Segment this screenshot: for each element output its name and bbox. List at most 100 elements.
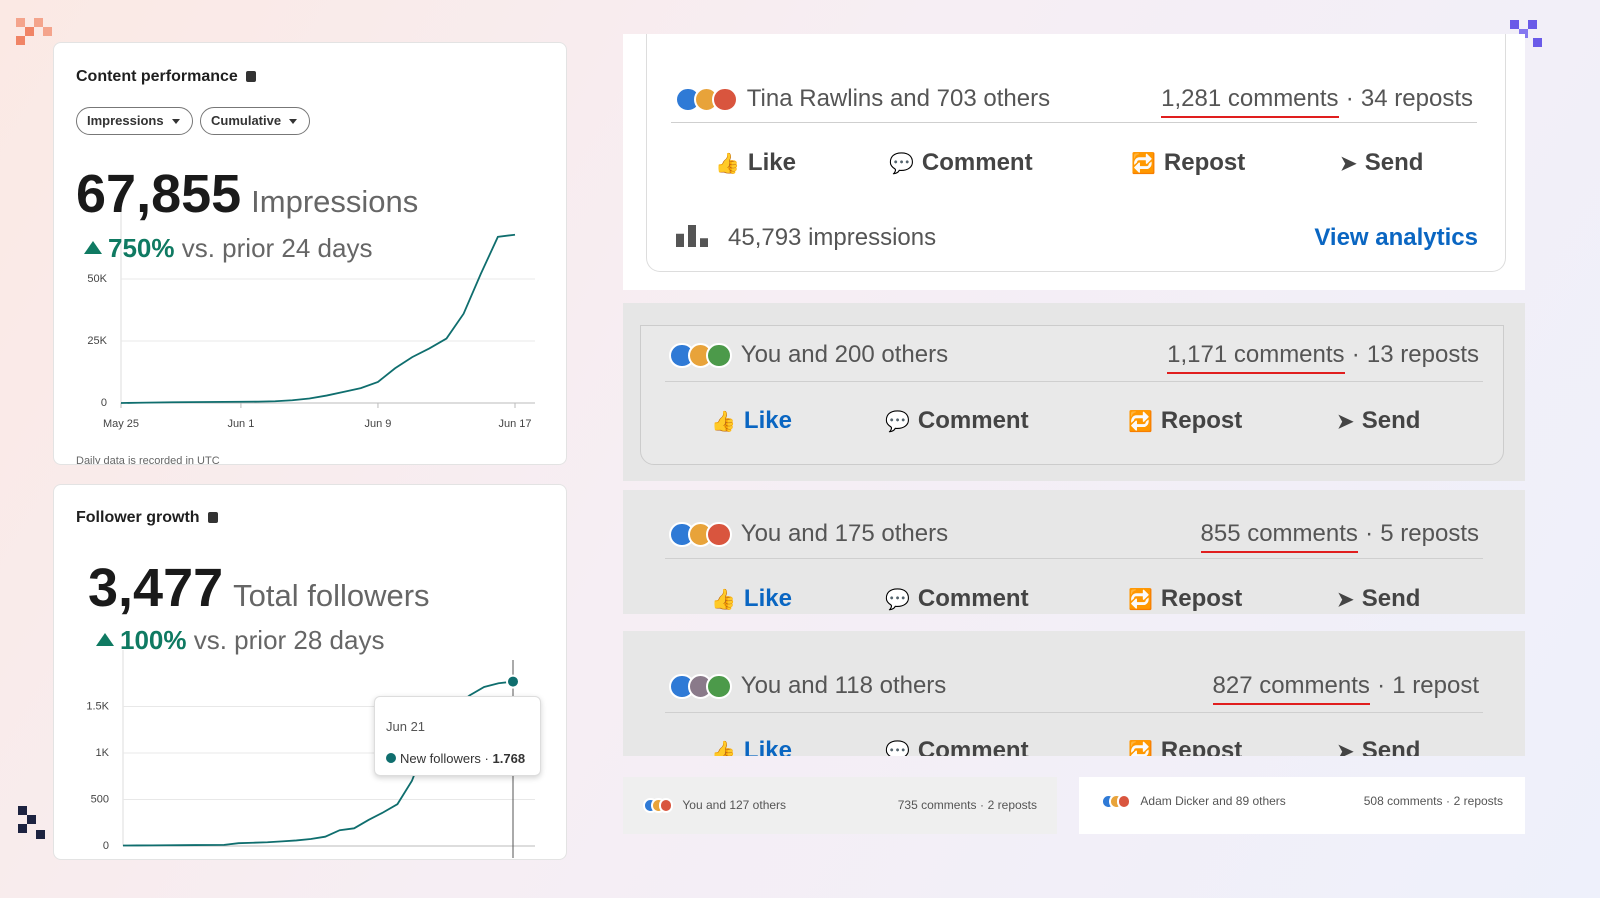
action-button[interactable]: ➤ Send [1340,149,1423,177]
action-label: Repost [1163,149,1246,176]
action-label: Send [1361,737,1421,756]
reaction-icon [1116,794,1132,810]
comment-count[interactable]: 1,171 comments [1167,341,1345,374]
repost-count[interactable]: 13 reposts [1366,341,1479,368]
action-button[interactable]: 🔁 Repost [1128,585,1242,613]
change: 750% vs. prior 24 days [84,233,372,264]
action-button[interactable]: 💬 Comment [885,407,1029,435]
reaction-count[interactable]: Tina Rawlins and 703 others [746,85,1051,112]
post-panel: You and 118 others 827 comments · 1 repost 👍… [623,631,1525,756]
total: 3,477 Total followers [88,557,430,619]
change-value: 750% [108,233,175,263]
y-tick-label: 50K [87,273,107,285]
action-button[interactable]: 💬 Comment [889,149,1033,177]
y-tick-label: 1K [96,747,110,759]
action-icon: 👍 [711,589,736,611]
logo-mark [1510,20,1542,47]
reaction-icons [669,672,732,700]
change-value: 100% [120,625,187,655]
dropdown[interactable]: Cumulative [200,107,311,135]
post-panel: You and 175 others 855 comments · 5 reposts… [623,490,1525,614]
action-icon: 💬 [885,411,910,433]
reaction-icon [706,342,732,369]
x-tick-label: Jun 9 [364,418,391,430]
followers-chart: 0 500 1K 1.5K [86,650,535,858]
change: 100% vs. prior 28 days [96,625,384,656]
title-text: Content performance [76,68,238,85]
card-title: Content performance [76,68,256,86]
action-button[interactable]: 💬 Comment [885,737,1029,756]
action-icon: 🔁 [1128,589,1153,611]
reaction-icons [669,520,732,548]
repost-count[interactable]: 5 reposts [1380,520,1479,547]
x-tick-label: Jun 17 [498,418,531,430]
repost-count[interactable]: 2 reposts [987,798,1037,812]
action-label: Send [1361,585,1421,612]
card-title: Follower growth [76,509,218,527]
action-button[interactable]: ➤ Send [1337,407,1420,435]
reaction-icon [658,798,674,814]
reaction-count[interactable]: You and 175 others [740,520,949,547]
comment-count[interactable]: 735 comments [897,798,977,812]
reaction-icons [669,341,732,369]
reaction-count[interactable]: You and 200 others [740,341,949,368]
action-label: Like [747,149,796,176]
action-icon: ➤ [1340,153,1357,175]
reaction-count[interactable]: Adam Dicker and 89 others [1140,794,1286,808]
post-stats: 827 comments · 1 repost [1212,670,1479,705]
followers-card: Follower growth 0 500 1K 1.5K 3,477 Total fo… [53,484,567,860]
total-label: Total followers [233,578,430,613]
action-icon: ➤ [1337,589,1354,611]
action-button[interactable]: 🔁 Repost [1131,149,1245,177]
post-card [640,325,1504,465]
separator: · [1446,794,1451,808]
divider [665,558,1483,559]
x-tick-label: Jun 1 [227,418,254,430]
comment-count[interactable]: 855 comments [1200,520,1358,553]
y-tick-label: 0 [101,397,107,409]
change-label: vs. prior 28 days [193,625,385,655]
reaction-row: You and 127 others 735 comments · 2 reposts [643,798,1037,814]
action-button[interactable]: 👍 Like [711,585,792,613]
dropdown[interactable]: Impressions [76,107,193,135]
action-button[interactable]: 👍 Like [711,407,792,435]
post-card [646,34,1506,272]
reaction-icon [706,673,732,700]
y-tick-label: 500 [91,793,109,805]
chart-icon [676,225,708,247]
reaction-count[interactable]: You and 118 others [740,672,947,699]
repost-count[interactable]: 2 reposts [1453,794,1503,808]
impressions-chart: 0 25K 50K May 25 Jun 1 Jun 9 Jun 17 [87,207,535,430]
action-button[interactable]: 🔁 Repost [1128,737,1242,756]
logo-mark [16,18,52,45]
post-stats: 855 comments · 5 reposts [1200,518,1479,553]
comment-count[interactable]: 508 comments [1363,794,1443,808]
separator: · [1365,520,1374,547]
repost-count[interactable]: 34 reposts [1360,85,1473,112]
action-icon: 💬 [885,741,910,756]
action-button[interactable]: 👍 Like [711,737,792,756]
y-tick-label: 0 [103,840,109,852]
action-button[interactable]: 💬 Comment [885,585,1029,613]
post-panel: Tina Rawlins and 703 others 1,281 comment… [623,34,1525,290]
repost-count[interactable]: 1 repost [1392,672,1479,699]
reaction-icons [1101,794,1132,810]
action-button[interactable]: ➤ Send [1337,585,1420,613]
reaction-icons [643,798,674,814]
action-button[interactable]: 🔁 Repost [1128,407,1242,435]
action-button[interactable]: ➤ Send [1337,737,1420,756]
action-icon: 👍 [711,411,736,433]
y-tick-label: 25K [87,335,107,347]
post-panel: Adam Dicker and 89 others 508 comments · 2 … [1079,777,1525,834]
analytics-link[interactable]: View analytics [1314,224,1478,251]
comment-count[interactable]: 1,281 comments [1161,85,1339,118]
action-label: Repost [1160,407,1243,434]
line [120,233,516,404]
comment-count[interactable]: 827 comments [1212,672,1370,705]
action-label: Send [1361,407,1421,434]
reaction-count[interactable]: You and 127 others [682,798,787,812]
reaction-row: Adam Dicker and 89 others 508 comments · 2 … [1101,794,1503,810]
post-panel: You and 200 others 1,171 comments · 13 repo… [623,303,1525,481]
action-button[interactable]: 👍 Like [715,149,796,177]
tooltip-date: Jun 21 [386,719,426,734]
